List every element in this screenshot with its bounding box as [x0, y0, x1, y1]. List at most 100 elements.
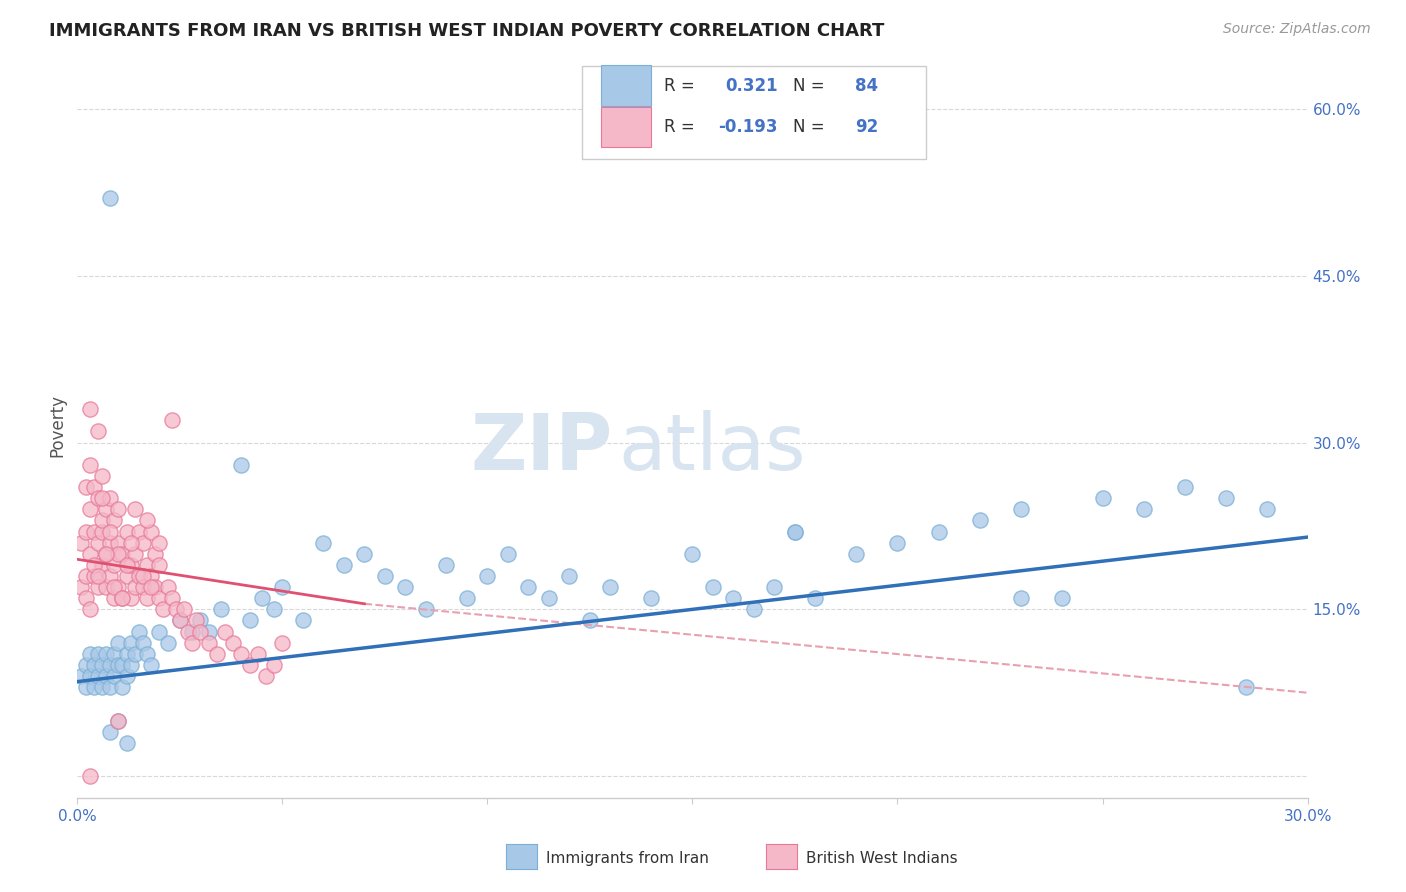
Point	[160, 413, 183, 427]
Point	[783, 524, 806, 539]
Point	[1010, 502, 1032, 516]
Point	[436, 558, 458, 572]
Point	[312, 535, 335, 549]
Point	[124, 547, 146, 561]
Point	[90, 469, 114, 483]
Point	[87, 569, 110, 583]
Point	[263, 657, 285, 672]
Point	[1215, 491, 1237, 506]
Point	[107, 657, 129, 672]
Point	[83, 480, 105, 494]
Point	[181, 636, 204, 650]
Point	[148, 591, 170, 606]
Point	[98, 569, 121, 583]
Point	[75, 591, 97, 606]
Point	[173, 602, 195, 616]
Text: 92: 92	[855, 119, 879, 136]
Point	[239, 614, 262, 628]
Point	[169, 614, 191, 628]
Point	[115, 569, 138, 583]
Point	[70, 669, 93, 683]
Point	[1091, 491, 1114, 506]
Point	[83, 524, 105, 539]
Point	[98, 491, 121, 506]
Point	[111, 547, 134, 561]
Text: 0.321: 0.321	[725, 77, 779, 95]
Text: Source: ZipAtlas.com: Source: ZipAtlas.com	[1223, 22, 1371, 37]
Point	[103, 647, 125, 661]
Point	[231, 647, 253, 661]
Point	[156, 636, 179, 650]
Point	[222, 636, 245, 650]
Point	[87, 535, 110, 549]
Point	[640, 591, 662, 606]
Point	[120, 657, 142, 672]
Point	[79, 458, 101, 472]
Point	[70, 580, 93, 594]
Point	[763, 580, 786, 594]
Point	[90, 513, 114, 527]
Point	[742, 602, 765, 616]
Point	[79, 502, 101, 516]
Text: R =: R =	[664, 119, 700, 136]
Point	[537, 591, 560, 606]
Point	[79, 402, 101, 417]
Point	[186, 614, 208, 628]
Point	[124, 502, 146, 516]
Text: British West Indians: British West Indians	[806, 851, 957, 865]
Point	[517, 580, 540, 594]
Point	[83, 680, 105, 694]
FancyBboxPatch shape	[602, 107, 651, 147]
Point	[83, 558, 105, 572]
Point	[98, 657, 121, 672]
Point	[132, 636, 155, 650]
Point	[79, 769, 101, 783]
Point	[87, 425, 110, 439]
Point	[87, 647, 110, 661]
Point	[415, 602, 437, 616]
Point	[132, 569, 155, 583]
Point	[1132, 502, 1154, 516]
Text: Immigrants from Iran: Immigrants from Iran	[546, 851, 709, 865]
Point	[83, 569, 105, 583]
Point	[90, 524, 114, 539]
Point	[128, 624, 150, 639]
Point	[132, 535, 155, 549]
Point	[333, 558, 356, 572]
Point	[477, 569, 499, 583]
Point	[75, 569, 97, 583]
Point	[177, 624, 200, 639]
Point	[90, 680, 114, 694]
Point	[103, 580, 125, 594]
Point	[103, 591, 125, 606]
Point	[111, 657, 134, 672]
Point	[1234, 680, 1257, 694]
Point	[197, 636, 219, 650]
Point	[1010, 591, 1032, 606]
Point	[928, 524, 950, 539]
Point	[107, 580, 129, 594]
Point	[152, 602, 174, 616]
Point	[682, 547, 704, 561]
Point	[107, 714, 129, 728]
Point	[94, 547, 117, 561]
Point	[702, 580, 724, 594]
Point	[94, 580, 117, 594]
Point	[94, 669, 117, 683]
Point	[239, 657, 262, 672]
Point	[90, 657, 114, 672]
Point	[98, 191, 121, 205]
Point	[107, 502, 129, 516]
Point	[456, 591, 478, 606]
Point	[98, 524, 121, 539]
Point	[250, 591, 273, 606]
Point	[148, 535, 170, 549]
Point	[579, 614, 602, 628]
Point	[103, 558, 125, 572]
Point	[254, 669, 277, 683]
Point	[120, 535, 142, 549]
Point	[845, 547, 868, 561]
Point	[75, 524, 97, 539]
Point	[87, 669, 110, 683]
Point	[75, 680, 97, 694]
